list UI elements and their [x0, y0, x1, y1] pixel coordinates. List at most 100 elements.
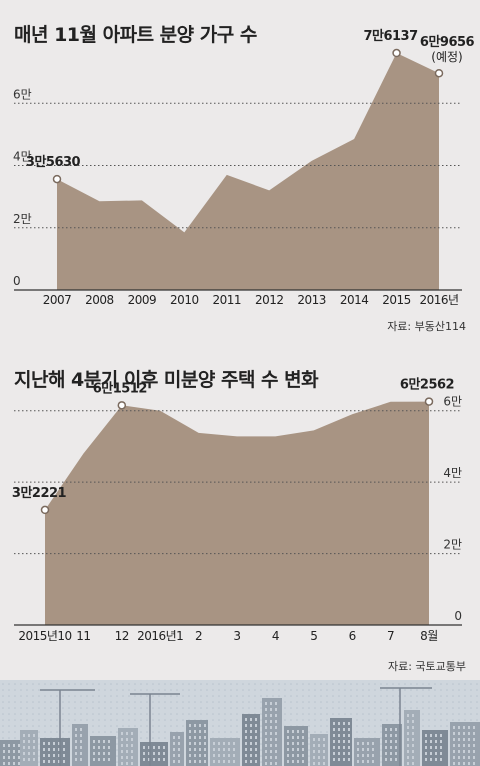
- sky-dot: [308, 713, 310, 715]
- sky-dot: [32, 683, 34, 685]
- building-window: [103, 740, 105, 743]
- building-window: [275, 738, 277, 741]
- building-window: [458, 732, 460, 735]
- sky-dot: [74, 719, 76, 721]
- building-window: [270, 726, 272, 729]
- building-window: [357, 760, 359, 763]
- sky-dot: [440, 683, 442, 685]
- x-tick-label: 2010: [170, 293, 199, 307]
- building-window: [395, 746, 397, 749]
- sky-dot: [80, 719, 82, 721]
- building-window: [270, 708, 272, 711]
- building-window: [407, 756, 409, 759]
- sky-dot: [62, 731, 64, 733]
- building-window: [323, 762, 325, 765]
- building-window: [199, 724, 201, 727]
- sky-dot: [170, 683, 172, 685]
- sky-dot: [14, 713, 16, 715]
- building-window: [440, 746, 442, 749]
- sky-dot: [128, 683, 130, 685]
- building-window: [218, 760, 220, 763]
- building-window: [23, 734, 25, 737]
- sky-dot: [56, 719, 58, 721]
- sky-dot: [254, 683, 256, 685]
- sky-dot: [458, 701, 460, 703]
- sky-dot: [452, 701, 454, 703]
- sky-dot: [284, 695, 286, 697]
- sky-dot: [26, 719, 28, 721]
- building-window: [292, 754, 294, 757]
- building-window: [468, 726, 470, 729]
- sky-dot: [56, 731, 58, 733]
- x-tick-label: 2013: [297, 293, 326, 307]
- sky-dot: [236, 701, 238, 703]
- building-window: [199, 760, 201, 763]
- sky-dot: [158, 737, 160, 739]
- sky-dot: [38, 725, 40, 727]
- building-window: [338, 746, 340, 749]
- sky-dot: [80, 707, 82, 709]
- sky-dot: [110, 731, 112, 733]
- sky-dot: [32, 713, 34, 715]
- chart-plot: 0 2만 4만 6만 2015년10 11 12 2016년1 2 3 4 5 6 7 8월 3만2221 6만…: [12, 377, 462, 643]
- sky-dot: [404, 683, 406, 685]
- building-window: [93, 740, 95, 743]
- sky-dot: [116, 755, 118, 757]
- building-window: [75, 740, 77, 743]
- sky-dot: [272, 689, 274, 691]
- sky-dot: [62, 707, 64, 709]
- sky-dot: [278, 695, 280, 697]
- sky-dot: [470, 683, 472, 685]
- building: [242, 714, 260, 766]
- building-window: [199, 754, 201, 757]
- building-window: [323, 756, 325, 759]
- sky-dot: [422, 695, 424, 697]
- sky-dot: [2, 695, 4, 697]
- sky-dot: [26, 713, 28, 715]
- sky-dot: [2, 713, 4, 715]
- sky-dot: [350, 707, 352, 709]
- sky-dot: [434, 713, 436, 715]
- sky-dot: [44, 683, 46, 685]
- sky-dot: [2, 719, 4, 721]
- building-window: [23, 758, 25, 761]
- sky-dot: [290, 707, 292, 709]
- building-window: [357, 748, 359, 751]
- building-window: [194, 730, 196, 733]
- sky-dot: [446, 683, 448, 685]
- building-window: [108, 758, 110, 761]
- building-window: [178, 748, 180, 751]
- sky-dot: [230, 719, 232, 721]
- building-window: [453, 744, 455, 747]
- building-window: [338, 734, 340, 737]
- building-window: [204, 748, 206, 751]
- sky-dot: [212, 719, 214, 721]
- sky-dot: [320, 713, 322, 715]
- sky-dot: [410, 695, 412, 697]
- building-window: [287, 760, 289, 763]
- sky-dot: [356, 725, 358, 727]
- sky-dot: [284, 707, 286, 709]
- sky-dot: [350, 695, 352, 697]
- building-window: [270, 756, 272, 759]
- building-window: [407, 744, 409, 747]
- building-window: [297, 736, 299, 739]
- building-window: [390, 752, 392, 755]
- building-window: [343, 758, 345, 761]
- sky-dot: [254, 689, 256, 691]
- sky-dot: [374, 683, 376, 685]
- sky-dot: [374, 707, 376, 709]
- sky-dot: [332, 689, 334, 691]
- sky-dot: [428, 713, 430, 715]
- sky-dot: [368, 725, 370, 727]
- sky-dot: [416, 689, 418, 691]
- sky-dot: [74, 683, 76, 685]
- building-window: [199, 730, 201, 733]
- building-window: [189, 724, 191, 727]
- building-window: [348, 734, 350, 737]
- sky-dot: [380, 701, 382, 703]
- sky-dot: [314, 713, 316, 715]
- sky-dot: [302, 695, 304, 697]
- sky-dot: [74, 695, 76, 697]
- sky-dot: [338, 713, 340, 715]
